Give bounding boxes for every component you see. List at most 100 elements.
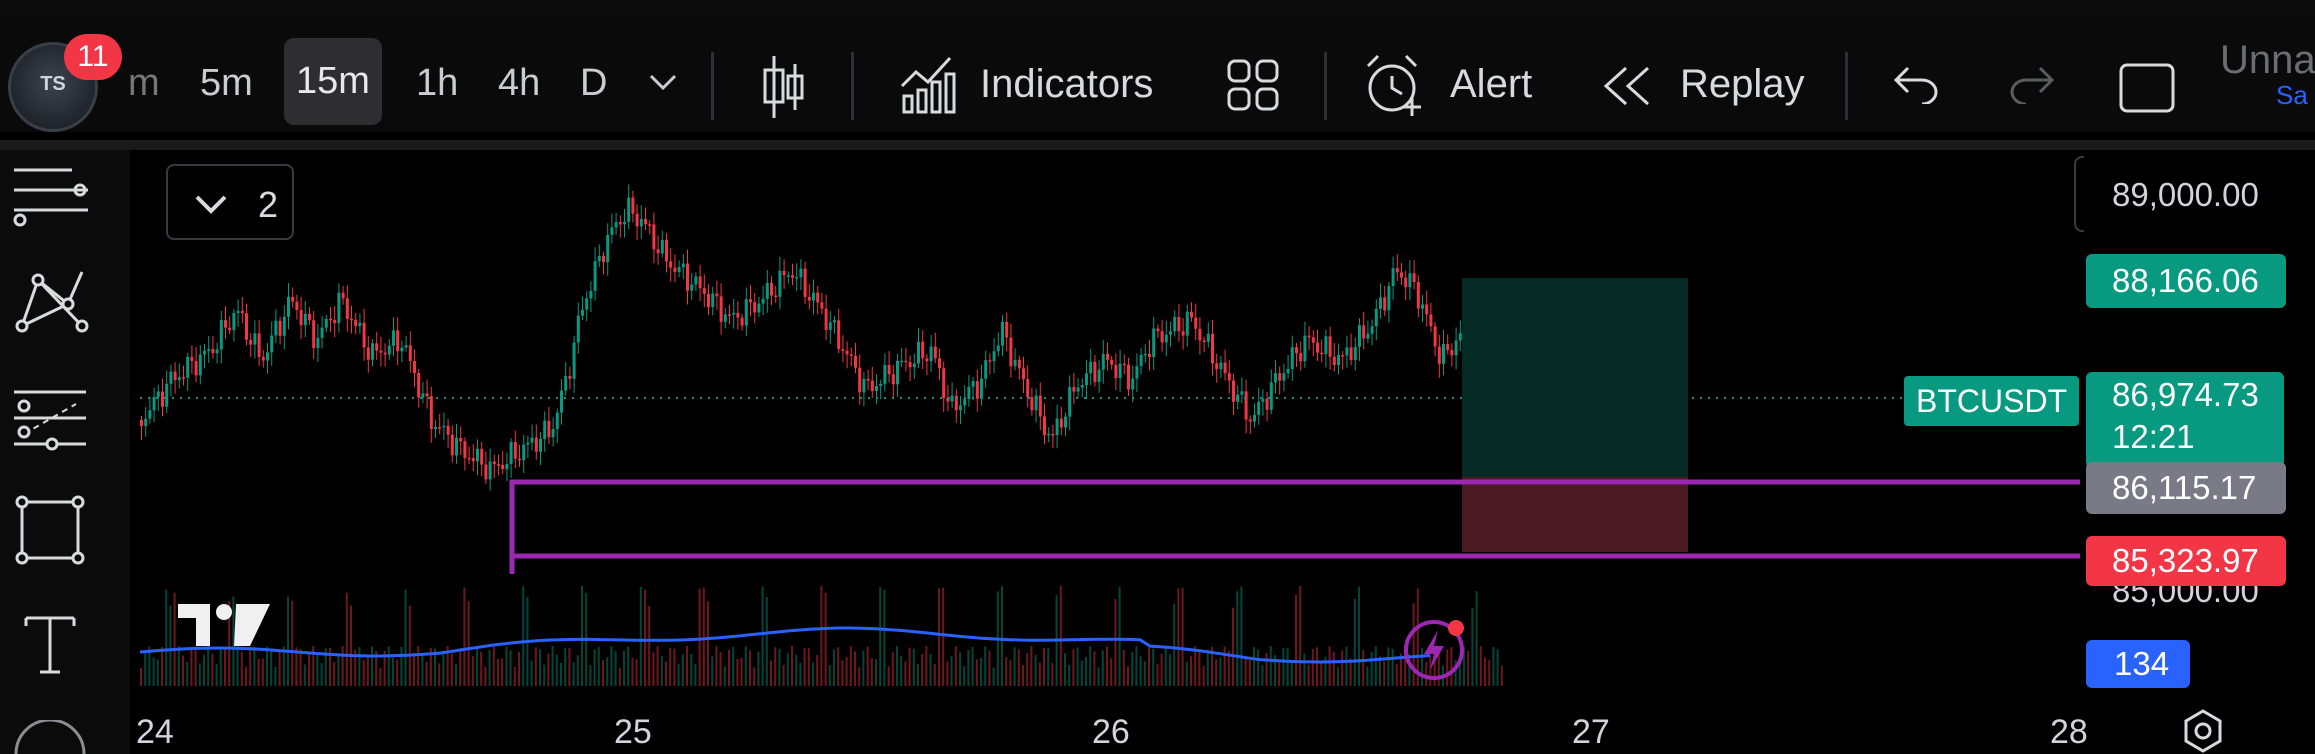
volume-bar: [1253, 647, 1255, 686]
volume-bar: [799, 662, 802, 686]
replay-rewind-icon[interactable]: [1600, 64, 1656, 108]
volume-bar: [1093, 651, 1096, 686]
volume-bar: [845, 657, 848, 686]
volume-bar: [1038, 662, 1041, 686]
replay-button[interactable]: Replay: [1680, 62, 1805, 106]
timeframe-15m[interactable]: 15m: [284, 38, 382, 125]
pattern-tool-icon[interactable]: [14, 266, 90, 336]
crosshair-lines-icon[interactable]: [12, 164, 90, 230]
candle-body: [1131, 378, 1135, 390]
candle-body: [618, 222, 622, 225]
pane-collapse-button[interactable]: 2: [166, 164, 294, 240]
volume-bar: [354, 649, 357, 686]
candle-body: [1101, 354, 1105, 370]
candle-body: [921, 341, 925, 359]
axis-scroll-handle[interactable]: [2074, 156, 2084, 232]
candle-body: [1143, 353, 1147, 356]
timeframe-1m[interactable]: m: [128, 62, 160, 104]
volume-bar: [1454, 659, 1457, 686]
more-tools-icon[interactable]: [12, 720, 88, 754]
volume-bar: [295, 647, 298, 686]
timeframe-d[interactable]: D: [580, 62, 608, 104]
candle-body: [1064, 416, 1067, 428]
price-axis[interactable]: [2074, 150, 2315, 754]
long-position-profit-zone[interactable]: [1462, 278, 1688, 477]
candle-body: [744, 299, 748, 326]
text-tool-icon[interactable]: [22, 612, 78, 676]
candle-body: [270, 335, 274, 353]
candle-body: [198, 354, 202, 376]
volume-ma-line: [139, 626, 1431, 664]
lower-level-line[interactable]: [509, 482, 2080, 559]
candle-body: [509, 442, 513, 465]
long-position-stop-zone[interactable]: [1462, 477, 1688, 552]
candle-body: [698, 276, 702, 289]
volume-bar: [1265, 652, 1268, 686]
candle-body: [1177, 317, 1181, 332]
volume-bar: [648, 605, 651, 686]
candle-body: [677, 267, 681, 272]
volume-bar: [308, 653, 310, 686]
volume-bar: [723, 666, 726, 686]
candle-body: [245, 313, 248, 340]
lightning-alert-icon[interactable]: [1400, 614, 1470, 684]
chevron-down-icon[interactable]: [648, 72, 678, 92]
candle-body: [992, 351, 996, 361]
top-toolbar: TS 11 m 5m 15m 1h 4h D Indicators Aler: [0, 14, 2315, 132]
volume-bar: [278, 651, 281, 686]
volume-bar: [1278, 662, 1281, 686]
undo-icon[interactable]: [1892, 64, 1940, 104]
candle-body: [845, 350, 849, 355]
fib-retracement-icon[interactable]: [12, 384, 88, 452]
alarm-clock-plus-icon[interactable]: [1362, 52, 1426, 118]
candle-body: [253, 333, 257, 345]
volume-bar: [1484, 657, 1486, 686]
rectangle-tool-icon[interactable]: [14, 494, 86, 566]
volume-bar: [1374, 646, 1377, 686]
volume-bar: [337, 655, 340, 686]
candle-body: [1408, 273, 1412, 288]
candle-body: [1114, 364, 1118, 378]
volume-bar: [362, 659, 365, 686]
volume-bar: [1211, 646, 1213, 686]
volume-bar: [438, 663, 441, 686]
layouts-grid-icon[interactable]: [1226, 58, 1280, 112]
candle-body: [837, 320, 841, 350]
candle-body: [593, 261, 597, 291]
candle-body: [513, 442, 517, 459]
fullscreen-square-icon[interactable]: [2118, 62, 2176, 114]
time-label: 27: [1572, 713, 1610, 751]
volume-bar: [467, 601, 470, 686]
timeframe-4h[interactable]: 4h: [498, 62, 541, 104]
indicators-button[interactable]: Indicators: [980, 62, 1154, 106]
candle-body: [925, 358, 929, 362]
tradingview-logo-icon: [178, 604, 270, 646]
alert-button[interactable]: Alert: [1450, 62, 1533, 106]
volume-bar: [707, 601, 709, 686]
candle-body: [1295, 347, 1298, 354]
timeframe-1h[interactable]: 1h: [416, 62, 459, 104]
indicators-icon[interactable]: [898, 52, 956, 114]
price-chart[interactable]: [139, 150, 2080, 716]
candle-body: [228, 327, 232, 331]
candle-body: [719, 296, 723, 322]
volume-bar: [1295, 594, 1297, 686]
timeframe-5m[interactable]: 5m: [200, 62, 253, 104]
candle-body: [1135, 366, 1139, 379]
volume-bar: [1475, 591, 1478, 686]
chart-area[interactable]: 2: [139, 150, 2080, 716]
candle-body: [211, 349, 215, 354]
redo-icon[interactable]: [2008, 64, 2056, 104]
settings-gear-icon[interactable]: [2180, 708, 2226, 754]
candle-body: [875, 385, 878, 392]
candle-body: [900, 360, 904, 363]
volume-bar: [1068, 664, 1071, 686]
candle-body: [1248, 419, 1252, 422]
time-label: 24: [136, 713, 174, 751]
volume-bar: [1030, 646, 1033, 686]
layout-name[interactable]: Unna: [2220, 38, 2315, 82]
candle-body: [492, 461, 496, 465]
candle-body: [476, 448, 479, 462]
candlestick-type-icon[interactable]: [762, 54, 806, 120]
upper-level-line[interactable]: [509, 479, 2080, 574]
